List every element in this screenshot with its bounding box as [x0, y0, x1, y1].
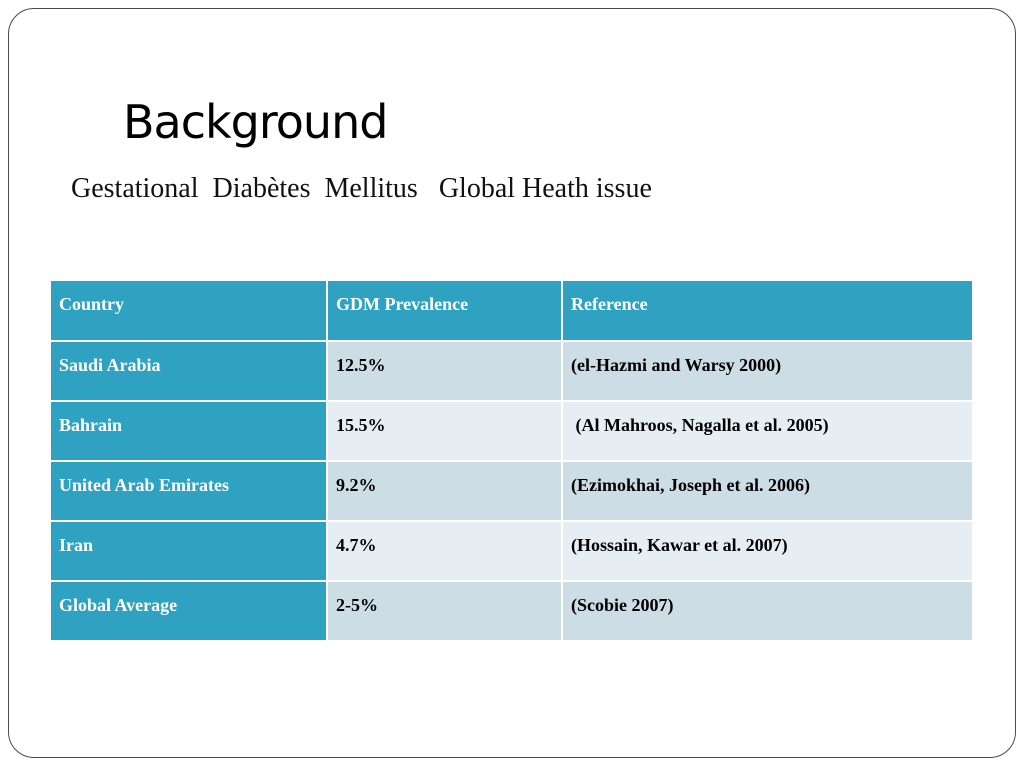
header-country: Country	[51, 281, 328, 342]
table-row: Iran 4.7% (Hossain, Kawar et al. 2007)	[51, 521, 974, 582]
table-row: United Arab Emirates 9.2% (Ezimokhai, Jo…	[51, 461, 974, 522]
prevalence-cell: 9.2%	[327, 461, 563, 522]
slide-subtitle: Gestational Diabètes Mellitus Global Hea…	[71, 173, 652, 204]
prevalence-cell: 4.7%	[327, 521, 563, 582]
reference-cell: (Scobie 2007)	[562, 581, 974, 642]
prevalence-cell: 12.5%	[327, 341, 563, 402]
table-row: Saudi Arabia 12.5% (el-Hazmi and Warsy 2…	[51, 341, 974, 402]
reference-cell: (Hossain, Kawar et al. 2007)	[562, 521, 974, 582]
slide-title: Background	[123, 95, 388, 149]
header-gdm-prevalence: GDM Prevalence	[327, 281, 563, 342]
header-reference: Reference	[562, 281, 974, 342]
prevalence-table: Country GDM Prevalence Reference Saudi A…	[51, 281, 974, 642]
table-header-row: Country GDM Prevalence Reference	[51, 281, 974, 342]
table-row: Bahrain 15.5% (Al Mahroos, Nagalla et al…	[51, 401, 974, 462]
table-row: Global Average 2-5% (Scobie 2007)	[51, 581, 974, 642]
country-cell: Saudi Arabia	[51, 341, 328, 402]
country-cell: United Arab Emirates	[51, 461, 328, 522]
country-cell: Iran	[51, 521, 328, 582]
reference-cell: (Al Mahroos, Nagalla et al. 2005)	[562, 401, 974, 462]
reference-cell: (el-Hazmi and Warsy 2000)	[562, 341, 974, 402]
reference-cell: (Ezimokhai, Joseph et al. 2006)	[562, 461, 974, 522]
prevalence-cell: 15.5%	[327, 401, 563, 462]
prevalence-cell: 2-5%	[327, 581, 563, 642]
country-cell: Global Average	[51, 581, 328, 642]
country-cell: Bahrain	[51, 401, 328, 462]
